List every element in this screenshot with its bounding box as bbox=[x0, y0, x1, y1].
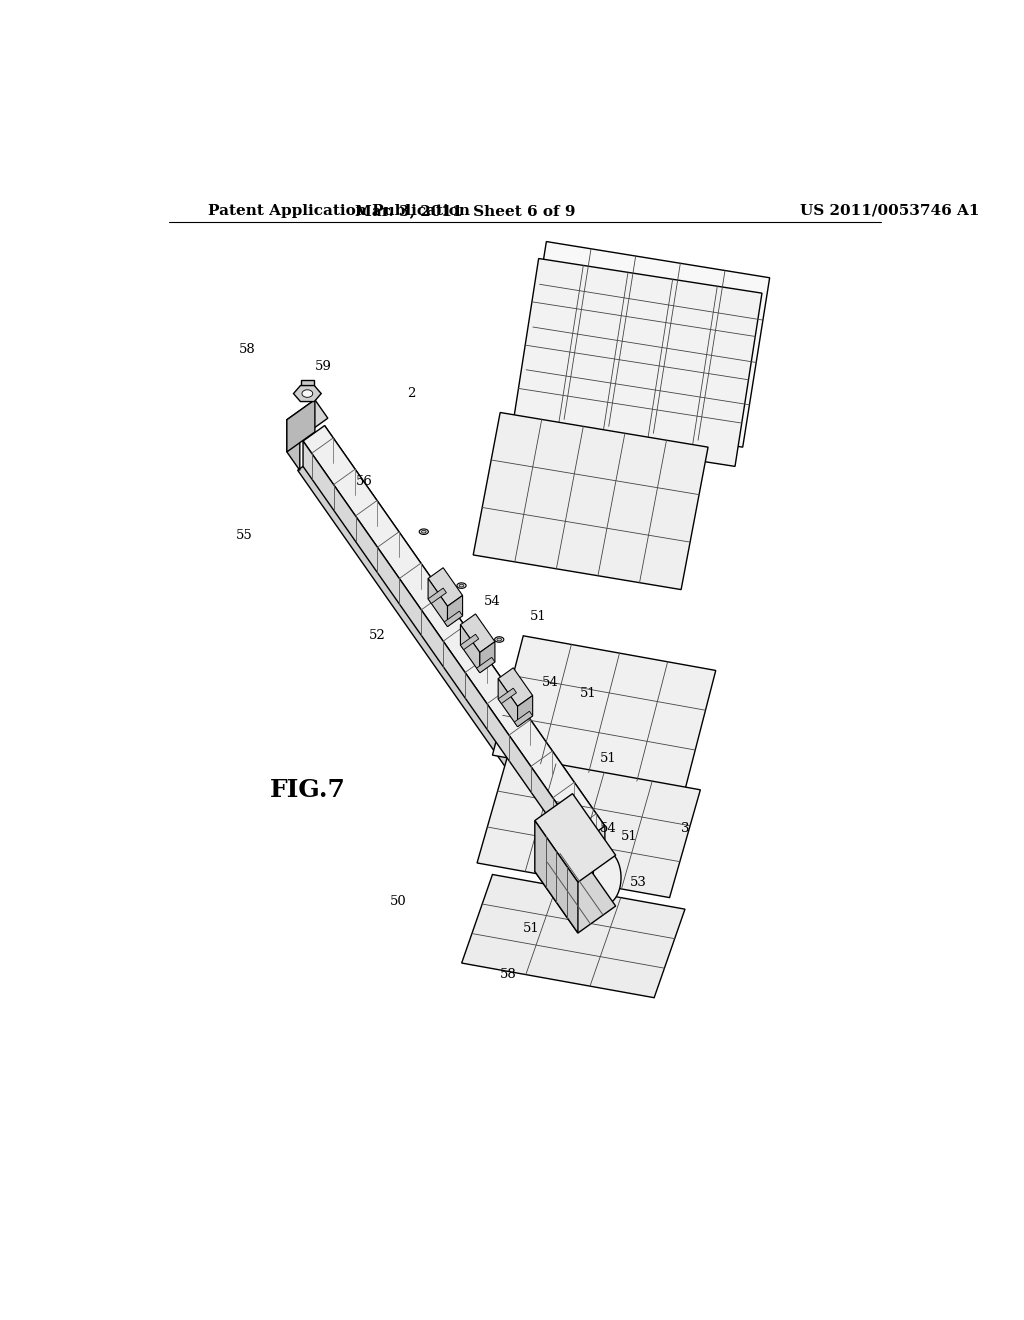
Polygon shape bbox=[457, 583, 466, 589]
Text: Mar. 3, 2011  Sheet 6 of 9: Mar. 3, 2011 Sheet 6 of 9 bbox=[355, 203, 575, 218]
Text: 55: 55 bbox=[237, 529, 253, 543]
Polygon shape bbox=[287, 420, 300, 470]
Polygon shape bbox=[593, 851, 621, 903]
Text: 50: 50 bbox=[390, 895, 407, 908]
Text: 58: 58 bbox=[240, 343, 256, 356]
Text: 51: 51 bbox=[530, 610, 547, 623]
Polygon shape bbox=[287, 400, 328, 438]
Polygon shape bbox=[473, 412, 708, 590]
Polygon shape bbox=[497, 638, 502, 642]
Text: 58: 58 bbox=[500, 968, 516, 981]
Polygon shape bbox=[535, 845, 615, 933]
Text: 51: 51 bbox=[581, 686, 597, 700]
Polygon shape bbox=[461, 635, 479, 649]
Polygon shape bbox=[477, 755, 700, 898]
Polygon shape bbox=[498, 668, 532, 706]
Text: 51: 51 bbox=[600, 752, 616, 766]
Polygon shape bbox=[462, 875, 685, 998]
Text: 54: 54 bbox=[484, 594, 501, 607]
Polygon shape bbox=[303, 425, 605, 841]
Polygon shape bbox=[493, 636, 716, 789]
Polygon shape bbox=[428, 589, 446, 603]
Polygon shape bbox=[480, 642, 495, 673]
Polygon shape bbox=[287, 400, 315, 451]
Polygon shape bbox=[428, 568, 463, 606]
Polygon shape bbox=[498, 688, 516, 704]
Text: FIG.7: FIG.7 bbox=[269, 777, 345, 801]
Polygon shape bbox=[428, 578, 447, 627]
Text: 52: 52 bbox=[369, 630, 385, 643]
Polygon shape bbox=[461, 624, 480, 673]
Polygon shape bbox=[419, 529, 428, 535]
Polygon shape bbox=[519, 242, 770, 447]
Polygon shape bbox=[517, 696, 532, 726]
Text: 2: 2 bbox=[408, 387, 416, 400]
Text: 54: 54 bbox=[542, 676, 558, 689]
Polygon shape bbox=[298, 447, 610, 871]
Polygon shape bbox=[512, 259, 762, 466]
Text: 56: 56 bbox=[355, 475, 373, 488]
Polygon shape bbox=[459, 585, 464, 587]
Polygon shape bbox=[495, 636, 504, 643]
Text: 51: 51 bbox=[622, 829, 638, 842]
Polygon shape bbox=[294, 385, 322, 401]
Polygon shape bbox=[422, 531, 426, 533]
Text: 53: 53 bbox=[631, 875, 647, 888]
Text: 54: 54 bbox=[600, 822, 616, 834]
Polygon shape bbox=[447, 595, 463, 627]
Polygon shape bbox=[498, 678, 517, 726]
Polygon shape bbox=[476, 657, 495, 673]
Polygon shape bbox=[461, 614, 495, 652]
Polygon shape bbox=[535, 793, 615, 882]
Text: 51: 51 bbox=[522, 921, 540, 935]
Text: 3: 3 bbox=[681, 822, 689, 834]
Text: 59: 59 bbox=[314, 360, 332, 372]
Polygon shape bbox=[302, 389, 312, 397]
Text: US 2011/0053746 A1: US 2011/0053746 A1 bbox=[801, 203, 980, 218]
Polygon shape bbox=[444, 611, 463, 627]
Text: Patent Application Publication: Patent Application Publication bbox=[208, 203, 470, 218]
Polygon shape bbox=[535, 821, 578, 933]
Polygon shape bbox=[301, 380, 313, 396]
Polygon shape bbox=[514, 711, 532, 726]
Polygon shape bbox=[303, 441, 584, 867]
Polygon shape bbox=[325, 425, 605, 851]
